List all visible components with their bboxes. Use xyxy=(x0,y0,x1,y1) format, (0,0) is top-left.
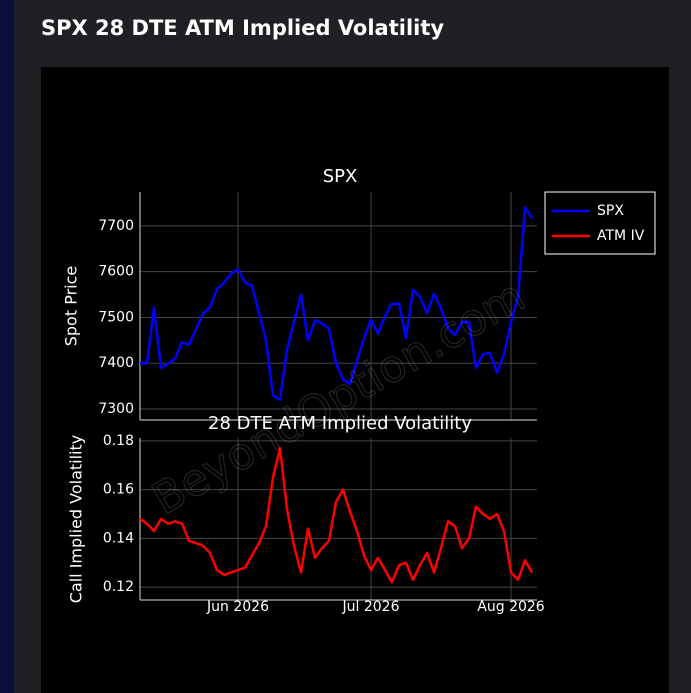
legend-box xyxy=(544,191,656,255)
y-tick-label: 0.14 xyxy=(103,530,134,546)
y-axis-label: Call Implied Volatility xyxy=(67,435,86,603)
x-tick-label: Aug 2026 xyxy=(477,599,545,615)
chart-panel xyxy=(41,67,669,693)
x-tick-label: Jun 2026 xyxy=(206,599,269,615)
side-strip xyxy=(0,0,14,693)
page-title: SPX 28 DTE ATM Implied Volatility xyxy=(41,16,445,40)
y-tick-label: 0.18 xyxy=(103,433,134,449)
y-tick-label: 7700 xyxy=(98,218,134,234)
y-tick-label: 0.12 xyxy=(103,579,134,595)
watermark: BeyondOption.com xyxy=(144,271,534,526)
subplot-title: SPX xyxy=(323,166,358,187)
y-tick-label: 7600 xyxy=(98,264,134,280)
subplot-title: 28 DTE ATM Implied Volatility xyxy=(208,413,472,434)
x-tick-label: Jul 2026 xyxy=(342,599,400,615)
y-tick-label: 7400 xyxy=(98,355,134,371)
y-axis-label: Spot Price xyxy=(62,266,81,347)
y-tick-label: 0.16 xyxy=(103,482,134,498)
data-line xyxy=(139,446,534,584)
y-tick-label: 7500 xyxy=(98,309,134,325)
legend-label: SPX xyxy=(597,203,624,219)
legend-label: ATM IV xyxy=(597,228,645,244)
data-line xyxy=(140,206,534,402)
y-tick-label: 7300 xyxy=(98,401,134,417)
